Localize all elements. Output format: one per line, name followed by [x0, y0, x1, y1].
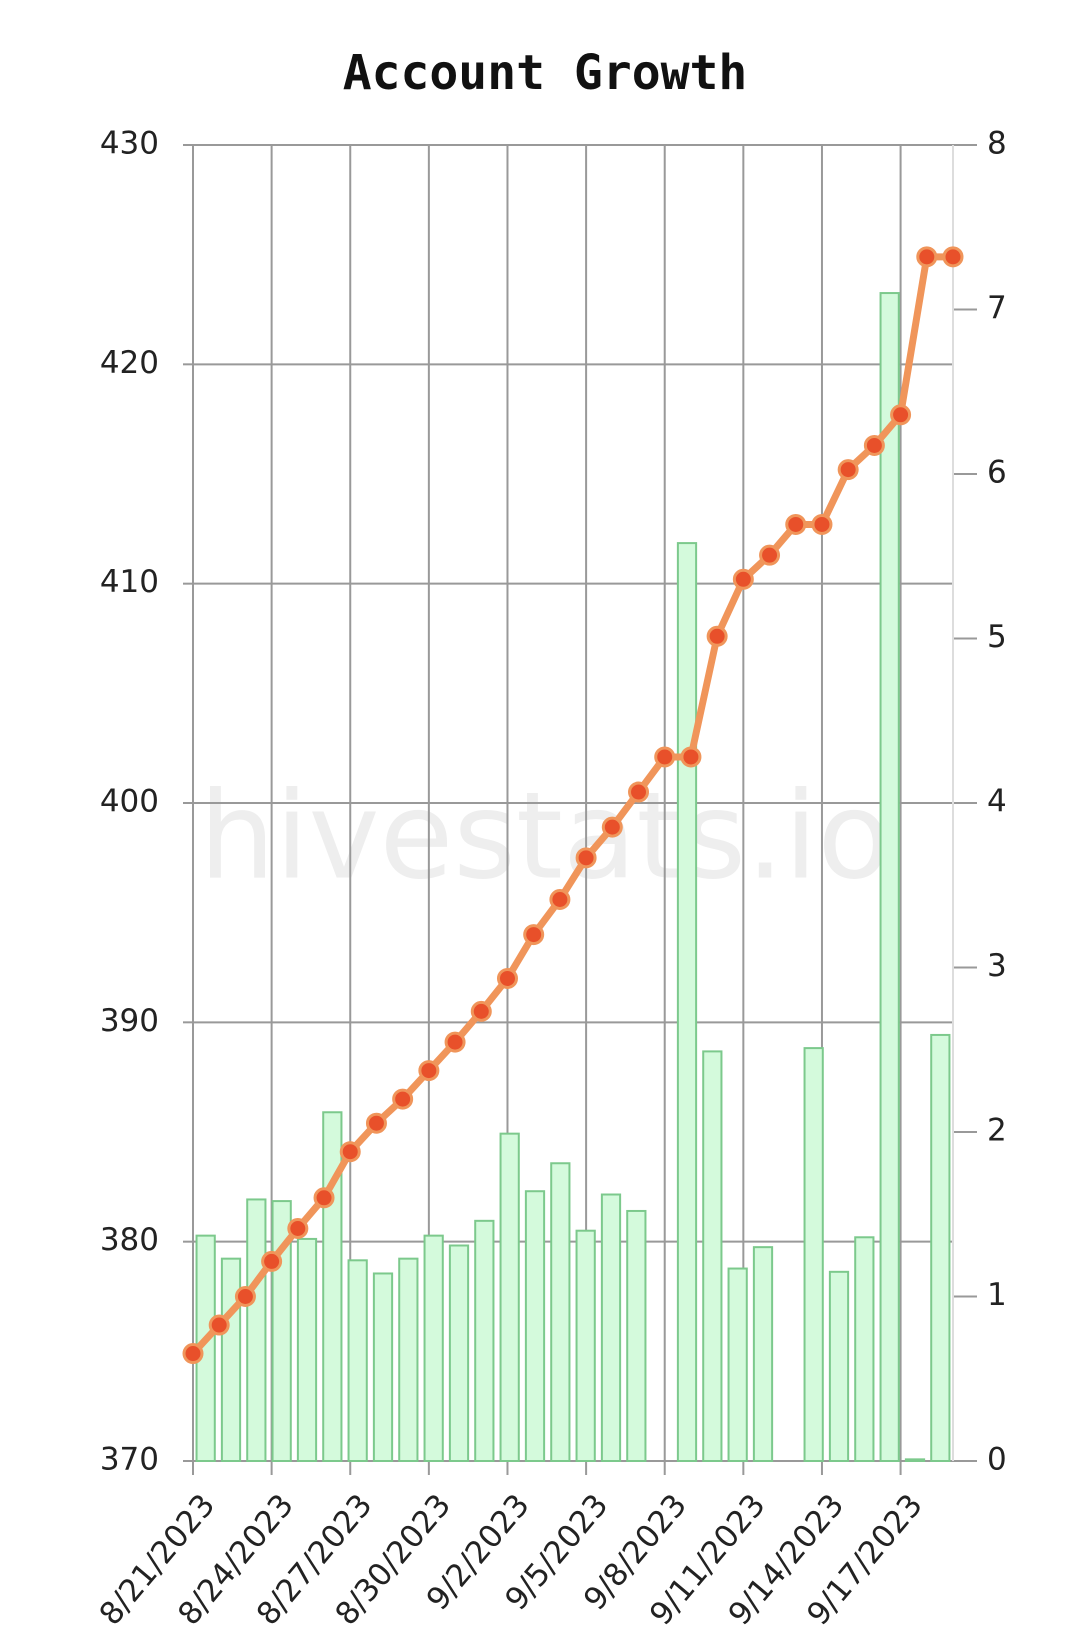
- y2-tick-label: 8: [987, 126, 1007, 162]
- bar: [448, 1244, 470, 1462]
- point: [890, 404, 912, 426]
- y2-tick-label: 3: [987, 948, 1007, 984]
- point: [234, 1286, 256, 1307]
- point: [759, 544, 781, 566]
- bar: [246, 1198, 267, 1462]
- bar: [372, 1272, 394, 1462]
- bar: [499, 1132, 520, 1463]
- y-tick-label: 410: [100, 564, 159, 600]
- point: [470, 1000, 492, 1022]
- y-tick-label: 420: [100, 345, 159, 381]
- watermark: hivestats.io: [199, 768, 891, 907]
- point: [863, 434, 885, 456]
- bar: [854, 1236, 875, 1463]
- chart-title: Account Growth: [343, 45, 748, 101]
- y2-tick-label: 1: [987, 1277, 1007, 1313]
- point: [811, 513, 833, 535]
- point: [365, 1112, 387, 1134]
- y2-tick-label: 4: [987, 784, 1007, 820]
- point: [601, 816, 623, 838]
- bar: [296, 1237, 318, 1463]
- bar: [220, 1257, 242, 1463]
- point: [444, 1031, 466, 1053]
- point: [287, 1218, 309, 1240]
- point: [837, 459, 859, 481]
- point: [523, 924, 545, 946]
- bar: [575, 1229, 596, 1462]
- point: [418, 1060, 440, 1082]
- bar: [398, 1257, 419, 1463]
- point: [706, 625, 728, 647]
- point: [785, 513, 807, 535]
- bar: [423, 1234, 444, 1463]
- point: [208, 1314, 230, 1336]
- y2-tick-label: 2: [987, 1113, 1007, 1149]
- bar: [322, 1111, 343, 1462]
- y2-tick-label: 0: [987, 1442, 1007, 1478]
- point: [313, 1187, 335, 1209]
- y-tick-label: 400: [100, 784, 159, 820]
- point: [680, 746, 702, 768]
- y-tick-label: 370: [100, 1442, 159, 1478]
- bar: [828, 1270, 850, 1462]
- point: [261, 1250, 283, 1272]
- point: [182, 1343, 204, 1365]
- y-tick-label: 390: [100, 1003, 159, 1039]
- point: [392, 1088, 414, 1110]
- point: [496, 967, 518, 989]
- y2-tick-label: 6: [987, 455, 1007, 491]
- bar: [600, 1193, 622, 1462]
- point: [339, 1141, 361, 1163]
- point: [916, 246, 938, 268]
- bar: [904, 1458, 926, 1462]
- bar: [879, 292, 900, 1462]
- y2-tick-label: 5: [987, 619, 1007, 655]
- point: [732, 568, 754, 590]
- point: [942, 246, 964, 268]
- bar: [676, 542, 698, 1462]
- bar: [727, 1267, 748, 1463]
- point: [549, 889, 571, 911]
- bar: [347, 1259, 368, 1463]
- y2-tick-label: 7: [987, 290, 1007, 326]
- y-tick-label: 430: [100, 126, 159, 162]
- bar: [524, 1190, 546, 1462]
- y-tick-label: 380: [100, 1222, 159, 1258]
- point: [654, 746, 676, 768]
- bar: [752, 1246, 774, 1463]
- bar: [550, 1162, 571, 1462]
- point: [575, 847, 597, 869]
- point: [628, 781, 650, 803]
- bar: [803, 1047, 824, 1462]
- bar: [474, 1219, 495, 1462]
- bar: [702, 1050, 723, 1463]
- bar: [626, 1209, 647, 1462]
- bar: [930, 1033, 951, 1462]
